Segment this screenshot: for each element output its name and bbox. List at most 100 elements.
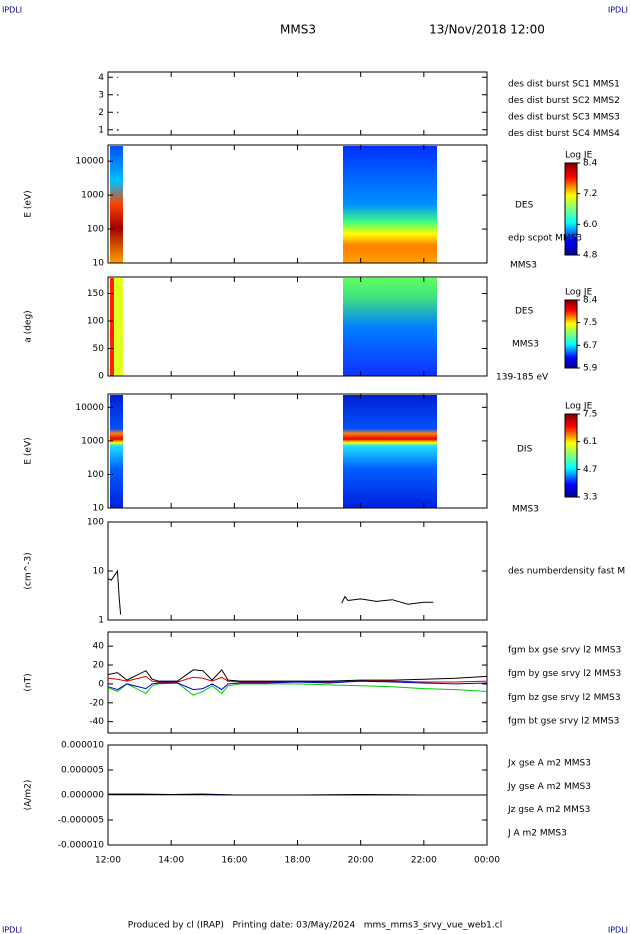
y-tick-label: 10 xyxy=(93,504,105,514)
line xyxy=(107,680,488,691)
colorbar xyxy=(564,299,578,369)
corner-label: IPDLI xyxy=(608,926,628,934)
y-axis-label: (A/m2) xyxy=(24,780,34,811)
colorbar xyxy=(564,413,578,498)
point xyxy=(116,94,119,96)
y-tick-label: 40 xyxy=(93,642,105,652)
x-tick-label: 20:00 xyxy=(348,856,374,866)
y-tick-label: -0.000005 xyxy=(58,816,104,826)
panel-label: DES xyxy=(515,307,534,317)
colorbar-title: Log JE xyxy=(565,288,593,298)
panel-label: MMS3 xyxy=(512,340,539,350)
footer: Produced by cl (IRAP) Printing date: 03/… xyxy=(128,921,502,931)
legend-label: des dist burst SC4 MMS4 xyxy=(508,129,620,139)
colorbar-tick-label: 6.7 xyxy=(583,341,597,351)
y-tick-label: 3 xyxy=(98,90,104,100)
y-tick-label: 100 xyxy=(87,225,104,235)
line xyxy=(107,675,488,683)
colorbar-tick-label: 7.5 xyxy=(583,410,597,420)
y-tick-label: -20 xyxy=(89,698,104,708)
y-axis-label: a (deg) xyxy=(24,310,34,342)
colorbar-tick-label: 7.2 xyxy=(583,189,597,199)
y-tick-label: 0.000010 xyxy=(61,741,104,751)
line xyxy=(107,569,434,615)
title: MMS3 xyxy=(280,23,316,37)
y-axis-label: E (eV) xyxy=(24,437,34,464)
y-tick-label: 0 xyxy=(98,679,104,689)
spectrogram-fill xyxy=(110,146,437,508)
y-tick-label: 50 xyxy=(93,344,105,354)
colorbar-tick-label: 4.7 xyxy=(583,465,597,475)
panel-frame xyxy=(107,521,488,621)
corner-label: IPDLI xyxy=(608,6,628,15)
panel-label: edp scpot MMS3 xyxy=(508,234,582,244)
panel-frame xyxy=(107,71,488,136)
y-tick-label: 4 xyxy=(98,73,104,83)
point xyxy=(116,129,119,131)
y-tick-label: 100 xyxy=(87,317,104,327)
legend-label: J A m2 MMS3 xyxy=(507,829,567,839)
legend-label: Jy gse A m2 MMS3 xyxy=(507,782,591,792)
x-tick-label: 22:00 xyxy=(411,856,437,866)
corner-label: IPDLI xyxy=(2,6,22,15)
y-axis-label: E (eV) xyxy=(24,190,34,217)
line xyxy=(107,682,488,696)
y-tick-label: 100 xyxy=(87,518,104,528)
x-tick-label: 16:00 xyxy=(221,856,247,866)
colorbar-tick-label: 8.4 xyxy=(583,159,598,169)
y-tick-label: 10 xyxy=(93,567,105,577)
colorbar-tick-label: 5.9 xyxy=(583,364,598,374)
legend-label: Jz gse A m2 MMS3 xyxy=(507,805,590,815)
panel-label: DIS xyxy=(517,445,533,455)
y-tick-label: 0.000000 xyxy=(61,791,104,801)
y-axis-label: (nT) xyxy=(24,673,34,691)
colorbar-tick-label: 6.0 xyxy=(583,220,598,230)
colorbar xyxy=(564,162,578,256)
panel-label: MMS3 xyxy=(512,505,539,515)
point xyxy=(116,111,119,114)
line xyxy=(108,793,487,796)
colorbar-tick-label: 4.8 xyxy=(583,251,598,261)
legend-label: des dist burst SC1 MMS1 xyxy=(508,80,620,90)
colorbar-tick-label: 8.4 xyxy=(583,296,598,306)
x-tick-label: 00:00 xyxy=(474,856,500,866)
y-tick-label: 1 xyxy=(98,125,104,135)
colorbar-tick-label: 3.3 xyxy=(583,493,597,503)
y-tick-label: 1 xyxy=(98,616,104,626)
legend-label: des numberdensity fast M xyxy=(508,567,625,577)
colorbar-tick-label: 6.1 xyxy=(583,437,597,447)
y-tick-label: 100 xyxy=(87,470,104,480)
legend-label: des dist burst SC3 MMS3 xyxy=(508,113,620,123)
panel-label: DES xyxy=(515,201,534,211)
date: 13/Nov/2018 12:00 xyxy=(429,23,545,37)
legend-label: des dist burst SC2 MMS2 xyxy=(508,96,620,106)
y-tick-label: 10000 xyxy=(75,157,104,167)
panel-label: MMS3 xyxy=(510,261,537,271)
colorbar-tick-label: 7.5 xyxy=(583,318,597,328)
legend-label: fgm bz gse srvy l2 MMS3 xyxy=(508,693,621,703)
y-tick-label: -40 xyxy=(89,717,104,727)
colorbar-title: Log JE xyxy=(565,151,593,161)
legend-label: Jx gse A m2 MMS3 xyxy=(507,759,591,769)
x-tick-label: 18:00 xyxy=(285,856,311,866)
y-tick-label: 1000 xyxy=(81,191,104,201)
legend-label: fgm bx gse srvy l2 MMS3 xyxy=(508,646,621,656)
y-tick-label: -0.000010 xyxy=(58,841,104,851)
y-tick-label: 10 xyxy=(93,259,105,269)
line xyxy=(107,668,488,682)
y-tick-label: 20 xyxy=(93,661,105,671)
legend-label: fgm by gse srvy l2 MMS3 xyxy=(508,669,621,679)
corner-label: IPDLI xyxy=(2,926,22,934)
x-tick-label: 12:00 xyxy=(95,856,121,866)
point xyxy=(116,76,119,79)
legend-label: fgm bt gse srvy l2 MMS3 xyxy=(508,717,619,727)
x-tick-label: 14:00 xyxy=(158,856,184,866)
y-tick-label: 0 xyxy=(98,372,104,382)
y-tick-label: 150 xyxy=(87,289,104,299)
y-tick-label: 2 xyxy=(98,108,104,118)
y-tick-label: 10000 xyxy=(75,403,104,413)
y-axis-label: (cm^-3) xyxy=(24,552,34,589)
panel-label: 139-185 eV xyxy=(496,373,549,383)
y-tick-label: 0.000005 xyxy=(61,766,104,776)
